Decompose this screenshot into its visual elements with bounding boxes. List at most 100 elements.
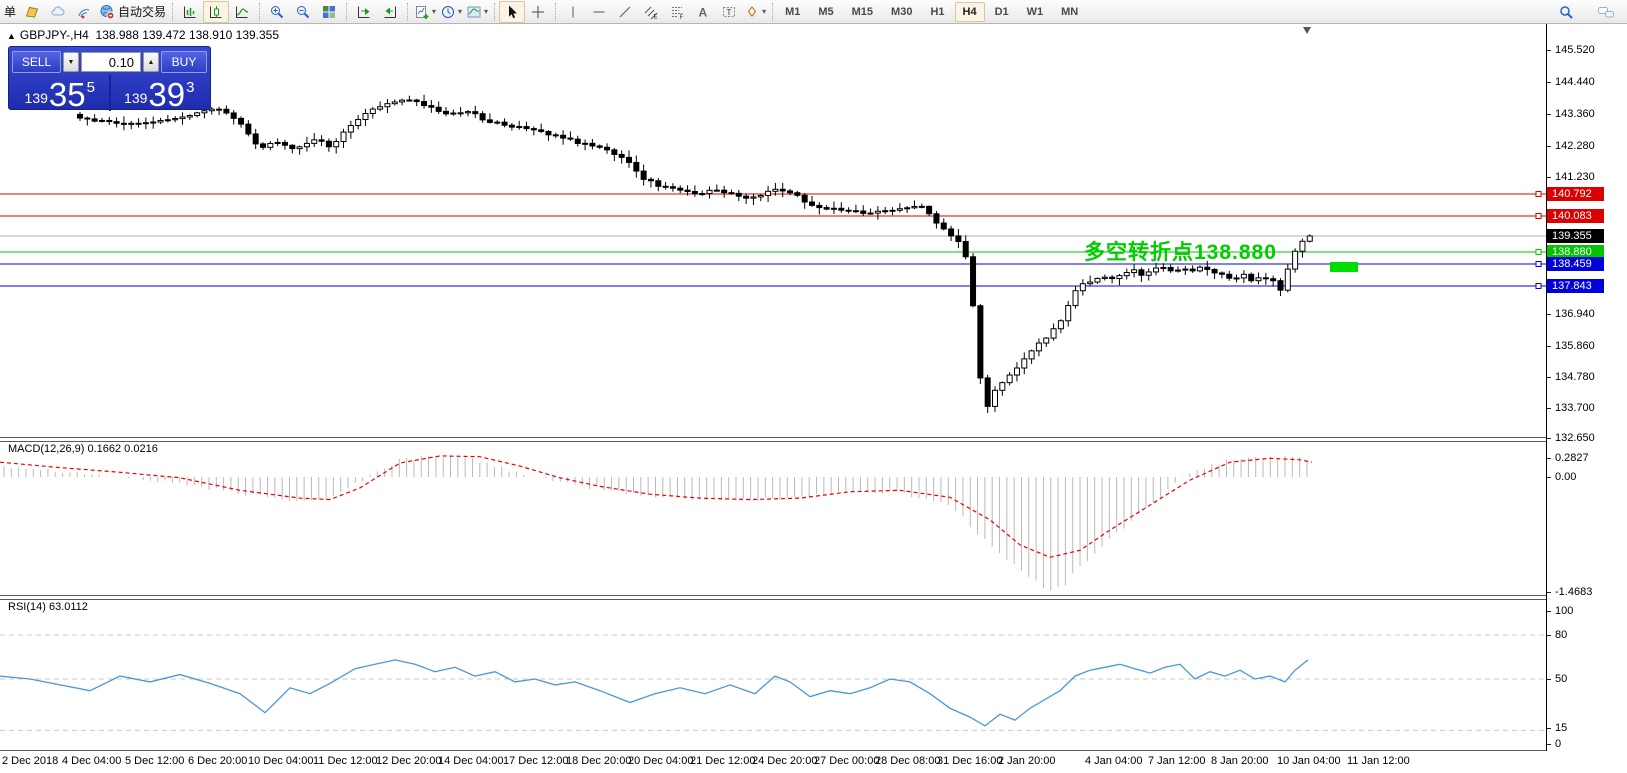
volume-input[interactable]: 0.10 [80, 52, 142, 72]
time-axis-label: 14 Dec 04:00 [438, 755, 504, 767]
rsi-axis-tick: 15 [1555, 722, 1568, 734]
panel-separator[interactable] [0, 595, 1546, 600]
crosshair-button[interactable] [525, 1, 551, 23]
dropdown-icon: ▾ [484, 7, 489, 16]
timeframe-mn[interactable]: MN [1061, 5, 1079, 18]
macd-histogram [3, 455, 1308, 591]
price-line-label: 139.355 [1547, 229, 1604, 243]
indicators-add-button[interactable]: ▾ [412, 1, 438, 23]
tile-windows-icon[interactable] [316, 1, 342, 23]
buy-button[interactable]: BUY [161, 51, 207, 73]
dropdown-icon: ▾ [458, 7, 463, 16]
macd-axis-tick: -1.4683 [1555, 586, 1593, 598]
toolbar: 单 自动交易 ▾ ▾ ▾ E F A T ▾ M1 M5 M15 M30 H1 H4 D1 W… [0, 0, 1627, 24]
price-line-label[interactable]: 140.792 [1547, 187, 1604, 201]
rsi-axis-tick: 80 [1555, 629, 1568, 641]
data-window-icon[interactable] [45, 1, 71, 23]
price-axis-tick: 145.520 [1555, 44, 1595, 56]
price-line-label[interactable]: 138.880 [1547, 245, 1604, 259]
sell-price-big: 35 [48, 76, 86, 113]
text-button[interactable]: A [690, 1, 716, 23]
line-chart-icon[interactable] [229, 1, 255, 23]
time-axis-label: 6 Dec 20:00 [188, 755, 248, 767]
axis-tick [1547, 477, 1551, 478]
buy-price-sup: 3 [186, 79, 195, 96]
time-axis-label: 12 Dec 20:00 [376, 755, 442, 767]
dropdown-icon: ▾ [762, 7, 767, 16]
autotrading-button[interactable]: 自动交易 [97, 1, 168, 23]
macd-axis-tick: 0.00 [1555, 471, 1577, 483]
horizontal-line-button[interactable] [586, 1, 612, 23]
timeframe-m30[interactable]: M30 [891, 5, 913, 18]
price-axis-tick: 143.360 [1555, 108, 1595, 120]
annotation-text[interactable]: 多空转折点138.880 [1084, 241, 1277, 264]
timeframe-h4[interactable]: H4 [954, 1, 985, 22]
axis-tick [1547, 408, 1551, 409]
candlestick-chart-icon[interactable] [203, 0, 230, 23]
annotation-rectangle[interactable] [1330, 262, 1358, 272]
search-icon[interactable] [1553, 1, 1579, 23]
new-order-button[interactable]: 单 [1, 1, 19, 23]
panel-separator[interactable] [0, 437, 1546, 442]
sell-price[interactable]: 139 35 5 [12, 75, 108, 111]
axis-tick [1547, 728, 1551, 729]
time-axis-label: 21 Dec 12:00 [690, 755, 756, 767]
timeframe-h1[interactable]: H1 [930, 5, 945, 18]
buy-price[interactable]: 139 39 3 [112, 75, 208, 111]
price-line-label[interactable]: 138.459 [1547, 257, 1604, 271]
autotrading-label: 自动交易 [118, 5, 167, 19]
auto-scroll-icon[interactable] [351, 1, 377, 23]
cursor-button[interactable] [499, 0, 526, 23]
equidistant-channel-button[interactable]: E [638, 1, 664, 23]
axis-tick [1547, 346, 1551, 347]
trendline-button[interactable] [612, 1, 638, 23]
price-line-label[interactable]: 137.843 [1547, 279, 1604, 293]
periods-button[interactable]: ▾ [438, 1, 464, 23]
axis-tick [1547, 377, 1551, 378]
price-axis-tick: 141.230 [1555, 171, 1595, 183]
time-axis-label: 11 Dec 12:00 [313, 755, 378, 767]
price-axis[interactable]: 145.520 144.440 143.360 142.280 141.230 136.9… [1546, 24, 1627, 751]
timeframe-w1[interactable]: W1 [1026, 5, 1044, 18]
collapse-arrow-icon[interactable]: ▲ [7, 31, 16, 41]
price-axis-tick: 134.780 [1555, 371, 1595, 383]
time-axis-label: 27 Dec 00:00 [814, 755, 880, 767]
rsi-label: RSI(14) 63.0112 [8, 601, 88, 613]
market-watch-icon[interactable] [19, 1, 45, 23]
time-axis-label: 4 Jan 04:00 [1085, 755, 1143, 767]
templates-button[interactable]: ▾ [464, 1, 490, 23]
chart-plot[interactable] [0, 24, 1546, 751]
zoom-out-icon[interactable] [290, 1, 316, 23]
rsi-axis-tick: 0 [1555, 738, 1562, 750]
time-axis-label: 20 Dec 04:00 [628, 755, 694, 767]
chart-shift-icon[interactable] [377, 1, 403, 23]
time-axis[interactable]: 2 Dec 2018 4 Dec 04:00 5 Dec 12:00 6 Dec 20… [0, 751, 1627, 773]
arrows-button[interactable]: ▾ [742, 1, 768, 23]
axis-tick [1547, 114, 1551, 115]
volume-increase-button[interactable]: ▲ [143, 52, 159, 72]
chart-window[interactable]: 145.520 144.440 143.360 142.280 141.230 136.9… [0, 24, 1627, 773]
sell-button[interactable]: SELL [12, 51, 61, 73]
svg-text:A: A [699, 5, 708, 19]
macd-axis-tick: 0.2827 [1555, 452, 1589, 464]
timeframe-d1[interactable]: D1 [994, 5, 1009, 18]
price-line-label[interactable]: 140.083 [1547, 209, 1604, 223]
fibonacci-button[interactable]: F [664, 1, 690, 23]
price-axis-tick: 133.700 [1555, 402, 1595, 414]
chat-icon[interactable] [1593, 1, 1619, 23]
volume-decrease-button[interactable]: ▼ [63, 52, 79, 72]
text-label-button[interactable]: T [716, 1, 742, 23]
axis-tick [1547, 146, 1551, 147]
price-axis-tick: 135.860 [1555, 340, 1595, 352]
timeframe-m5[interactable]: M5 [818, 5, 834, 18]
signals-icon[interactable] [71, 1, 97, 23]
bar-chart-icon[interactable] [177, 1, 203, 23]
timeframe-m1[interactable]: M1 [785, 5, 801, 18]
timeframe-m15[interactable]: M15 [851, 5, 874, 18]
time-axis-label: 28 Dec 08:00 [875, 755, 941, 767]
timeframe-group: M1 M5 M15 M30 H1 H4 D1 W1 MN [777, 1, 1086, 22]
vertical-line-button[interactable] [560, 1, 586, 23]
axis-tick [1547, 744, 1551, 745]
zoom-in-icon[interactable] [264, 1, 290, 23]
autotrading-globe-icon [100, 4, 115, 19]
